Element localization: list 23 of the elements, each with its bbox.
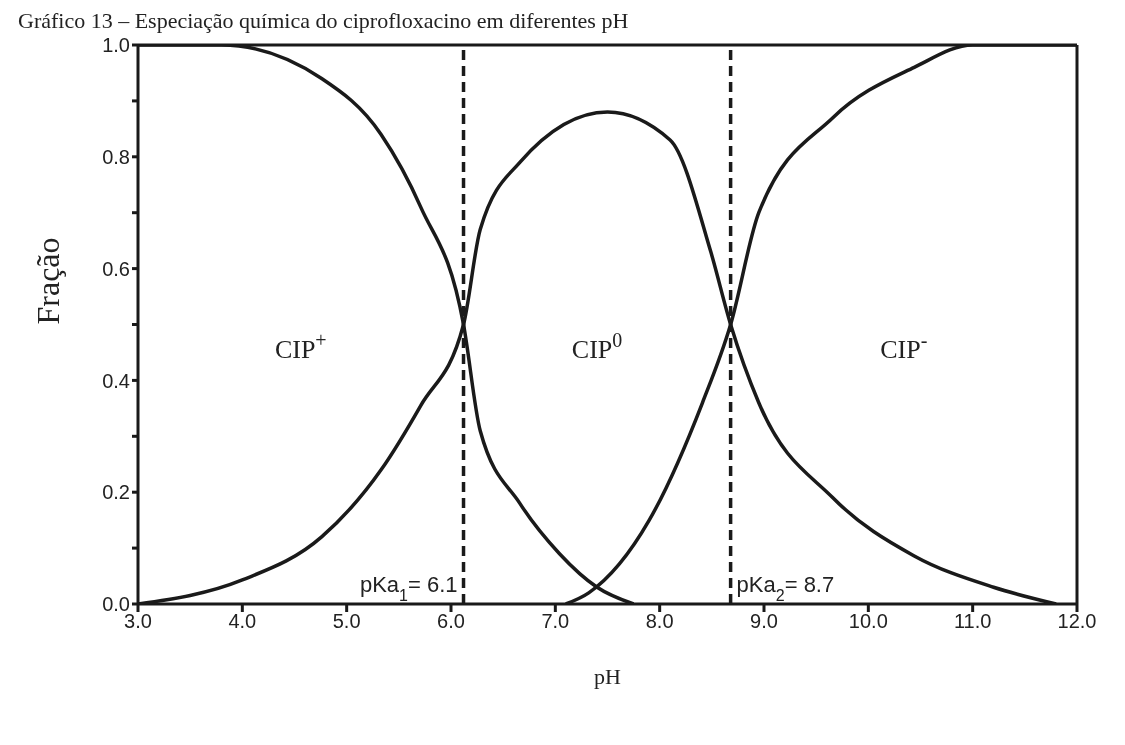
x-tick-label: 11.0	[953, 610, 992, 633]
x-tick-label: 7.0	[541, 610, 570, 633]
x-tick-label: 4.0	[228, 610, 257, 633]
x-tick-label: 9.0	[750, 610, 778, 633]
annotation: CIP$^{-}$	[880, 329, 928, 365]
ref-line-label: pKa$_{2}$= 8.7	[736, 572, 835, 604]
y-axis-title: Fração	[30, 237, 67, 325]
ref-line-label: pKa$_{1}$= 6.1	[359, 572, 458, 604]
y-tick-label: 0.2	[102, 481, 130, 504]
x-tick-label: 10.0	[848, 610, 888, 633]
x-axis-title: pH	[594, 664, 622, 689]
x-tick-label: 12.0	[1057, 610, 1097, 633]
y-tick-label: 1.0	[102, 34, 130, 57]
y-tick-label: 0.4	[102, 369, 130, 392]
annotation: CIP$^{+}$	[274, 329, 327, 365]
x-tick-label: 6.0	[437, 610, 465, 633]
x-tick-label: 5.0	[332, 610, 361, 633]
x-tick-label: 8.0	[645, 610, 674, 633]
chart-title: Gráfico 13 – Especiação química do ciprofloxacino em diferentes pH	[17, 8, 630, 34]
x-tick-label: 3.0	[124, 610, 152, 633]
y-tick-label: 0.6	[102, 257, 130, 280]
annotation: CIP$^{0}$	[571, 329, 623, 365]
y-tick-label: 0.8	[102, 145, 130, 168]
